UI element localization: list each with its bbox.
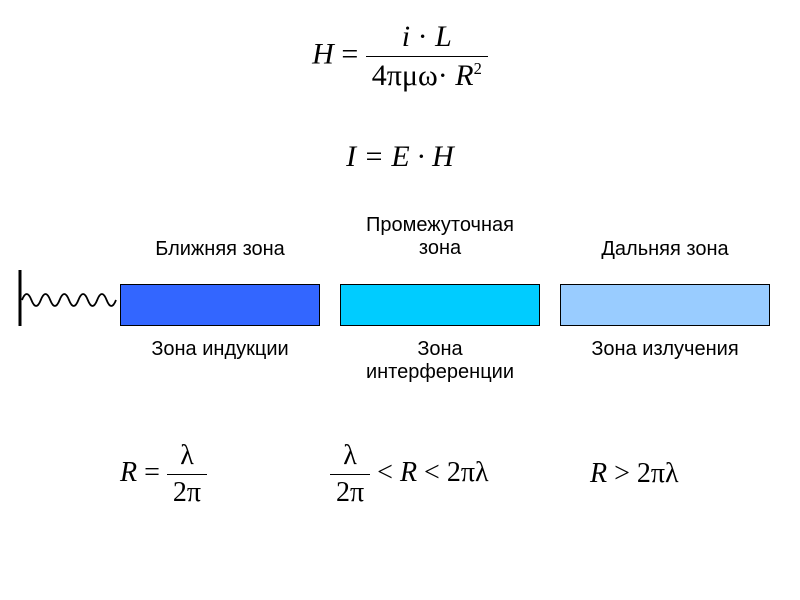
sym-lt2: < bbox=[424, 457, 447, 488]
sym-pi: π bbox=[387, 59, 402, 92]
frac-R-mid: λ 2π bbox=[330, 440, 370, 509]
formula-I: I = E · H bbox=[0, 140, 800, 174]
zone-rect bbox=[340, 284, 540, 326]
zones-diagram: Ближняя зона Зона индукции Промежуточная з… bbox=[0, 200, 800, 400]
sym-2-c: 2 bbox=[336, 477, 350, 508]
sym-lam-c: λ bbox=[343, 440, 357, 471]
zone-bottom-label: Зона интерференции bbox=[340, 338, 540, 384]
sym-dot2: · bbox=[438, 59, 456, 92]
zone-top-label: Дальняя зона bbox=[560, 238, 770, 261]
fraction-H: i · L 4πμω· R2 bbox=[366, 20, 488, 93]
sym-L: L bbox=[435, 20, 452, 53]
sym-lam-l: λ bbox=[180, 440, 194, 471]
zone-bottom-label: Зона индукции bbox=[120, 338, 320, 361]
sym-dot1: · bbox=[418, 20, 436, 53]
formula-R-mid: λ 2π < R < 2πλ bbox=[330, 440, 489, 509]
formula-H: H = i · L 4πμω· R2 bbox=[0, 20, 800, 93]
sym-R-c: R bbox=[400, 457, 417, 488]
sym-exp2: 2 bbox=[474, 59, 482, 78]
sym-pi-c: π bbox=[350, 477, 364, 508]
sym-pi-c2: π bbox=[461, 457, 475, 488]
antenna-icon bbox=[18, 270, 118, 330]
eq-I: I = E · H bbox=[346, 140, 454, 173]
frac-R-near: λ 2π bbox=[167, 440, 207, 509]
sym-pi-l: π bbox=[187, 477, 201, 508]
sym-H: H bbox=[312, 37, 334, 70]
formula-R-near: R = λ 2π bbox=[120, 440, 207, 509]
sym-2-r: 2 bbox=[637, 458, 651, 489]
sym-mu: μ bbox=[402, 59, 418, 92]
sym-lam-r: λ bbox=[665, 458, 679, 489]
zone-rect bbox=[120, 284, 320, 326]
sym-lam-c2: λ bbox=[475, 457, 489, 488]
zone-bottom-label: Зона излучения bbox=[560, 338, 770, 361]
zone-top-label: Промежуточная зона bbox=[340, 214, 540, 260]
sym-eq: = bbox=[341, 37, 365, 70]
sym-R-r: R bbox=[590, 458, 607, 489]
zone-rect bbox=[560, 284, 770, 326]
formula-R-far: R > 2πλ bbox=[590, 458, 679, 490]
sym-R-l: R bbox=[120, 457, 137, 488]
sym-eq-l: = bbox=[144, 457, 167, 488]
sym-omega: ω bbox=[418, 59, 438, 92]
sym-lt1: < bbox=[377, 457, 400, 488]
sym-i: i bbox=[402, 20, 410, 53]
sym-2-c2: 2 bbox=[447, 457, 461, 488]
sym-R: R bbox=[455, 59, 473, 92]
sym-pi-r: π bbox=[651, 458, 665, 489]
sym-4: 4 bbox=[372, 59, 387, 92]
sym-2-l: 2 bbox=[173, 477, 187, 508]
zone-top-label: Ближняя зона bbox=[120, 238, 320, 261]
sym-gt: > bbox=[614, 458, 637, 489]
